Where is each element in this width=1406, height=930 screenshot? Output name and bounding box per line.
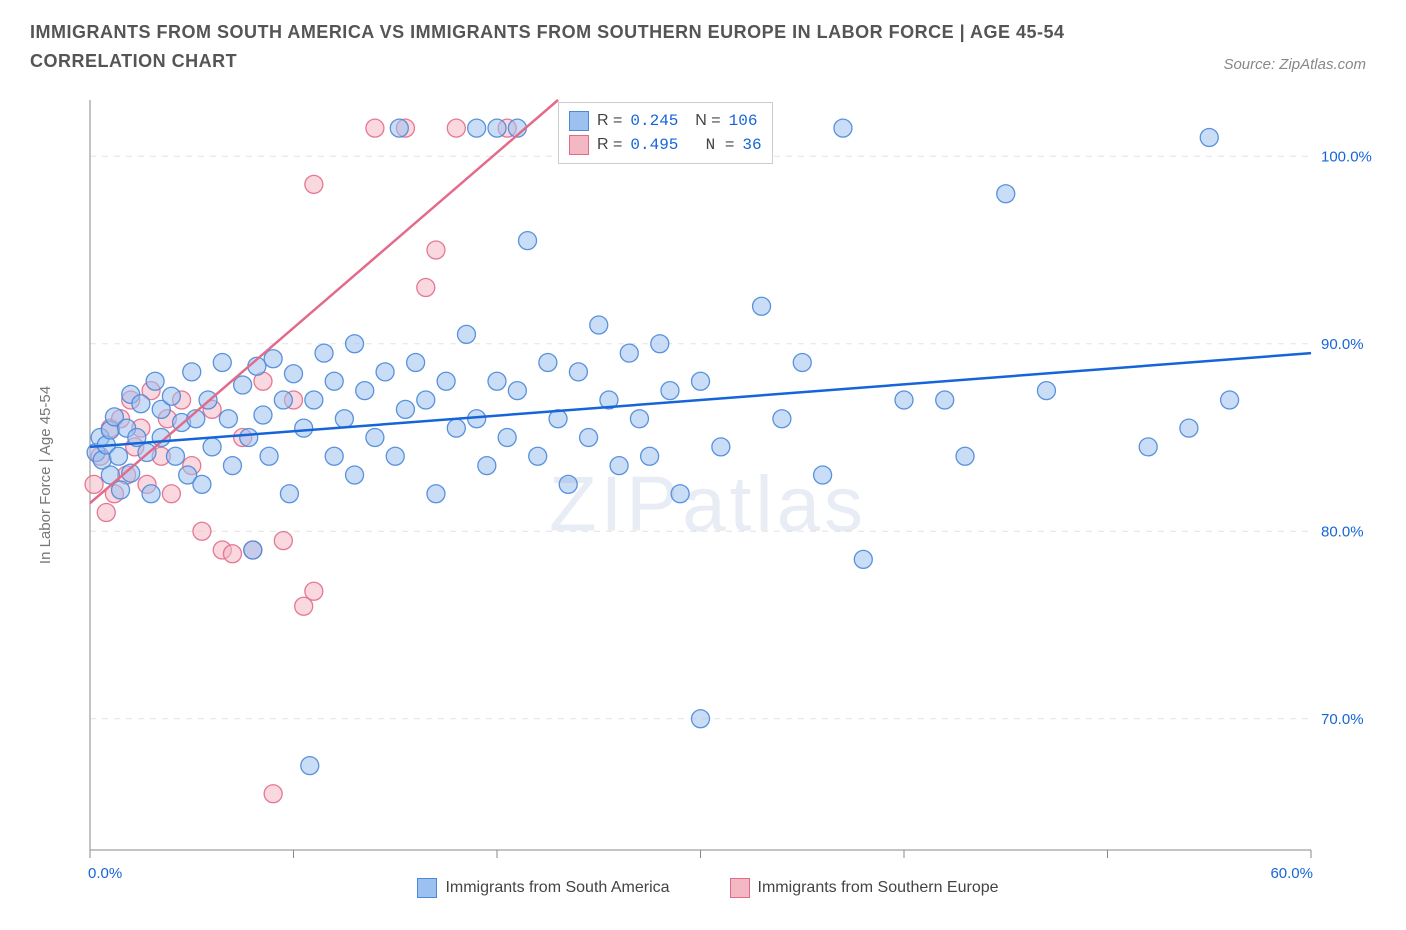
svg-text:In Labor Force | Age 45-54: In Labor Force | Age 45-54 [37,386,54,564]
legend-swatch-a [417,878,437,898]
source-label: Source: ZipAtlas.com [1223,56,1366,73]
legend: Immigrants from South America Immigrants… [30,878,1386,898]
svg-text:70.0%: 70.0% [1321,711,1364,728]
svg-text:80.0%: 80.0% [1321,523,1364,540]
svg-text:90.0%: 90.0% [1321,336,1364,353]
stats-n-label: N = [686,109,720,133]
legend-item-b: Immigrants from Southern Europe [730,878,999,898]
swatch-series-b [569,135,589,155]
stats-n-b: 36 [742,133,761,157]
stats-r-a: 0.245 [630,109,678,133]
svg-text:100.0%: 100.0% [1321,148,1372,165]
stats-n-label: N = [686,133,734,157]
legend-swatch-b [730,878,750,898]
stats-row-series-a: R = 0.245 N = 106 [569,109,762,133]
correlation-stats-box: R = 0.245 N = 106 R = 0.495 N = 36 [558,102,773,164]
swatch-series-a [569,111,589,131]
stats-r-b: 0.495 [630,133,678,157]
legend-item-a: Immigrants from South America [417,878,669,898]
legend-label-a: Immigrants from South America [445,879,669,897]
chart-title: IMMIGRANTS FROM SOUTH AMERICA VS IMMIGRA… [30,18,1130,76]
stats-n-a: 106 [729,109,758,133]
chart-area: 70.0%80.0%90.0%100.0%0.0%60.0%In Labor F… [30,90,1386,900]
stats-row-series-b: R = 0.495 N = 36 [569,133,762,157]
stats-r-label: R = [597,133,622,157]
scatter-chart: 70.0%80.0%90.0%100.0%0.0%60.0%In Labor F… [30,90,1386,900]
legend-label-b: Immigrants from Southern Europe [758,879,999,897]
stats-r-label: R = [597,109,622,133]
